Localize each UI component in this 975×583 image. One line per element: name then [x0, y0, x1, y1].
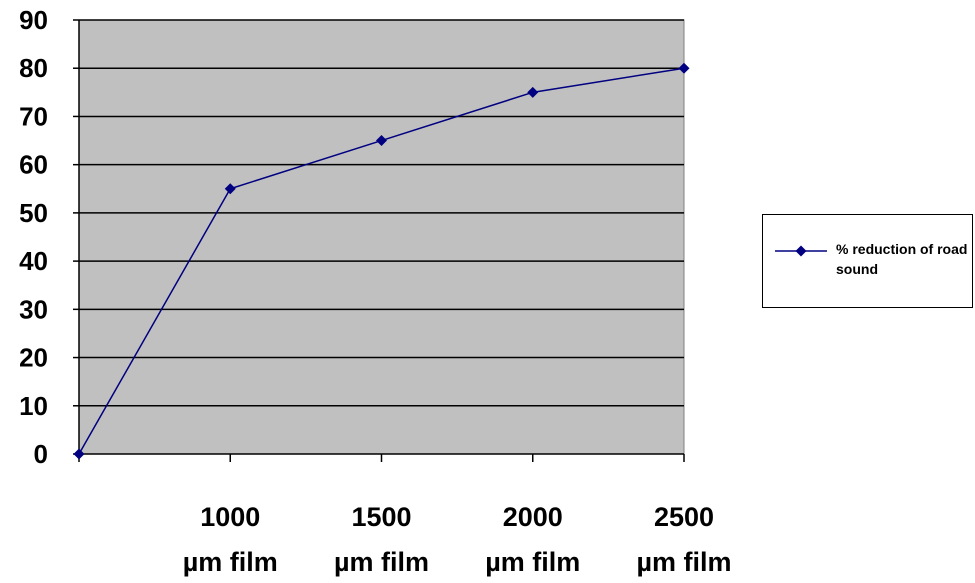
y-tick-label: 20: [19, 343, 48, 373]
y-tick-label: 80: [19, 53, 48, 83]
data-point: [376, 135, 387, 147]
data-point: [224, 183, 236, 195]
x-tick-label: µm film: [485, 547, 580, 577]
y-tick-label: 40: [19, 246, 48, 276]
x-tick-label: µm film: [636, 547, 731, 577]
y-tick-label: 30: [19, 294, 48, 324]
y-tick-label: 90: [19, 5, 48, 35]
x-axis-tick-labels: 1000 µm film 1500 µm film 2000 µm film 2500 µm …: [183, 502, 732, 577]
y-tick-label: 10: [19, 391, 48, 421]
data-point: [73, 448, 85, 460]
gridlines: [79, 19, 684, 407]
y-tick-label: 50: [19, 198, 48, 228]
y-axis-tick-labels: 0 10 20 30 40 50 60 70 80 90: [19, 5, 48, 469]
x-tick-label: µm film: [183, 547, 278, 577]
legend-label: % reduction of road sound: [836, 241, 968, 277]
data-point: [527, 86, 539, 98]
plot-area: [78, 19, 685, 455]
x-tick-label: µm film: [334, 547, 429, 577]
legend: % reduction of road sound: [762, 214, 973, 308]
data-point: [678, 62, 690, 74]
legend-series-marker: [775, 245, 827, 257]
y-tick-label: 70: [19, 101, 48, 131]
y-tick-label: 60: [19, 150, 48, 180]
x-tick-label: 2000: [503, 502, 563, 532]
data-series: [73, 62, 690, 460]
x-tick-label: 1000: [200, 502, 260, 532]
x-tick-label: 2500: [654, 502, 714, 532]
x-tick-label: 1500: [351, 502, 411, 532]
y-tick-label: 0: [34, 439, 48, 469]
